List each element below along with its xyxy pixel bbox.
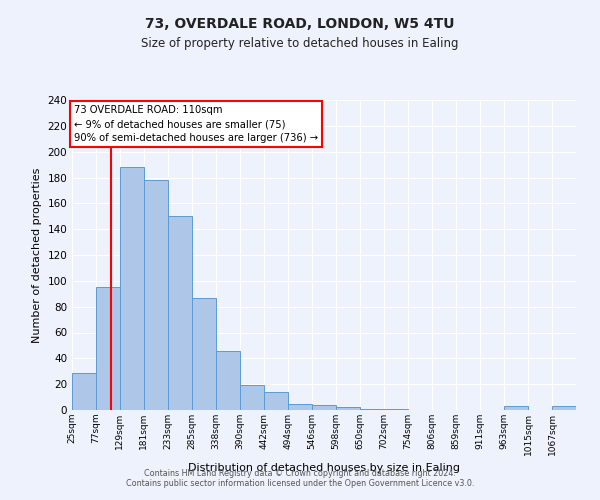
Bar [552,406,576,410]
Bar [96,288,120,410]
Bar [360,408,384,410]
Text: 73 OVERDALE ROAD: 110sqm
← 9% of detached houses are smaller (75)
90% of semi-de: 73 OVERDALE ROAD: 110sqm ← 9% of detache… [74,105,319,143]
Y-axis label: Number of detached properties: Number of detached properties [32,168,42,342]
Bar [240,386,264,410]
Text: 73, OVERDALE ROAD, LONDON, W5 4TU: 73, OVERDALE ROAD, LONDON, W5 4TU [145,18,455,32]
Text: Contains HM Land Registry data © Crown copyright and database right 2024.: Contains HM Land Registry data © Crown c… [144,469,456,478]
Bar [384,408,408,410]
Bar [72,372,96,410]
Text: Size of property relative to detached houses in Ealing: Size of property relative to detached ho… [141,38,459,51]
Bar [336,408,360,410]
Bar [264,392,288,410]
Text: Contains public sector information licensed under the Open Government Licence v3: Contains public sector information licen… [126,479,474,488]
Bar [120,167,144,410]
Bar [216,350,240,410]
Bar [192,298,216,410]
Bar [288,404,312,410]
Bar [144,180,168,410]
X-axis label: Distribution of detached houses by size in Ealing: Distribution of detached houses by size … [188,463,460,473]
Bar [168,216,192,410]
Bar [312,405,336,410]
Bar [504,406,528,410]
